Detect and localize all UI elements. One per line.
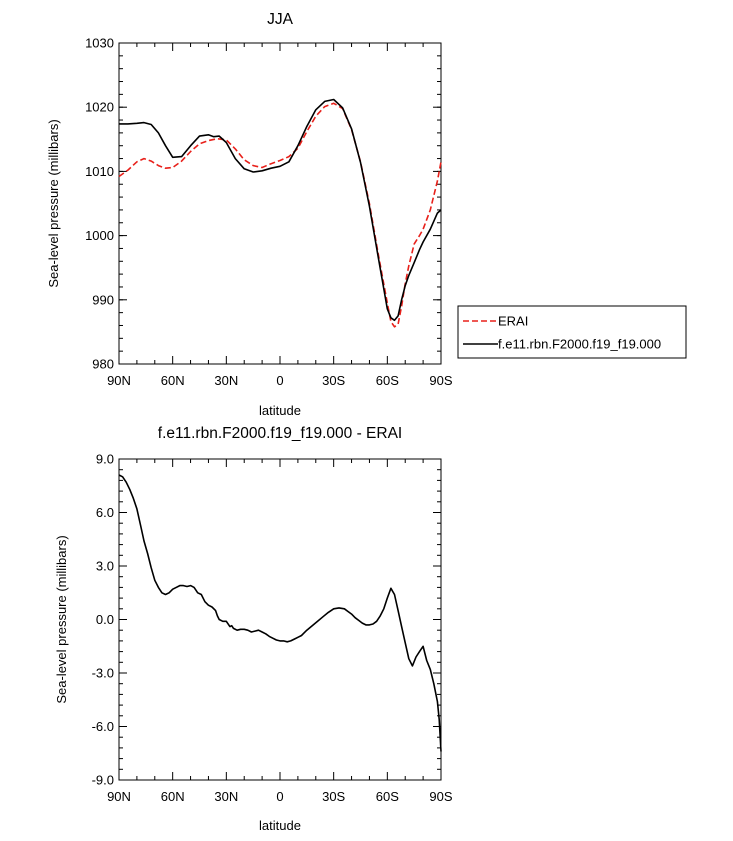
- y-tick-label: 1010: [85, 164, 114, 179]
- y-tick-label: 9.0: [96, 452, 114, 467]
- chart-panel-1: JJA 90N 60N 30N 0 30S 60S 90S 980 990 1000 1010 1020…: [46, 11, 687, 418]
- y-axis-label: Sea-level pressure (millibars): [46, 119, 61, 287]
- x-tick-label: 0: [276, 789, 283, 804]
- x-tick-label: 30S: [322, 373, 345, 388]
- y-tick-label: 1000: [85, 228, 114, 243]
- chart-title: f.e11.rbn.F2000.f19_f19.000 - ERAI: [158, 425, 402, 442]
- y-tick-label: 980: [92, 357, 114, 372]
- series-line-1: [118, 474, 442, 752]
- legend-label-1: ERAI: [498, 314, 528, 329]
- x-tick-label: 60N: [161, 373, 185, 388]
- x-tick-label: 30S: [322, 789, 345, 804]
- y-tick-label: -3.0: [92, 666, 114, 681]
- chart-title: JJA: [267, 11, 294, 28]
- y-tick-label: 0.0: [96, 612, 114, 627]
- legend-box: [457, 305, 687, 359]
- x-tick-label: 90N: [107, 373, 131, 388]
- y-tick-label: -6.0: [92, 719, 114, 734]
- series-line-2: [119, 98, 442, 322]
- x-axis-label: latitude: [259, 818, 301, 833]
- x-axis-label: latitude: [259, 403, 301, 418]
- x-tick-label: 90S: [429, 789, 452, 804]
- chart-panel-2: f.e11.rbn.F2000.f19_f19.000 - ERAI 90N 60N…: [54, 425, 453, 833]
- x-tick-label: 60S: [376, 789, 399, 804]
- y-tick-label: 6.0: [96, 505, 114, 520]
- plot-frame: [118, 42, 442, 365]
- plot-frame: [118, 458, 442, 781]
- y-tick-label: -9.0: [92, 773, 114, 788]
- legend: ERAI f.e11.rbn.F2000.f19_f19.000: [457, 305, 687, 359]
- y-tick-label: 1020: [85, 100, 114, 115]
- x-tick-label: 30N: [214, 789, 238, 804]
- y-tick-label: 3.0: [96, 559, 114, 574]
- x-tick-label: 30N: [214, 373, 238, 388]
- x-tick-label: 90S: [429, 373, 452, 388]
- x-tick-label: 60N: [161, 789, 185, 804]
- x-tick-label: 60S: [376, 373, 399, 388]
- y-tick-label: 990: [92, 292, 114, 307]
- x-tick-label: 0: [276, 373, 283, 388]
- y-tick-label: 1030: [85, 36, 114, 51]
- x-tick-label: 90N: [107, 789, 131, 804]
- y-axis-label: Sea-level pressure (millibars): [54, 535, 69, 703]
- legend-label-2: f.e11.rbn.F2000.f19_f19.000: [498, 337, 661, 352]
- series-line-1: [118, 102, 442, 328]
